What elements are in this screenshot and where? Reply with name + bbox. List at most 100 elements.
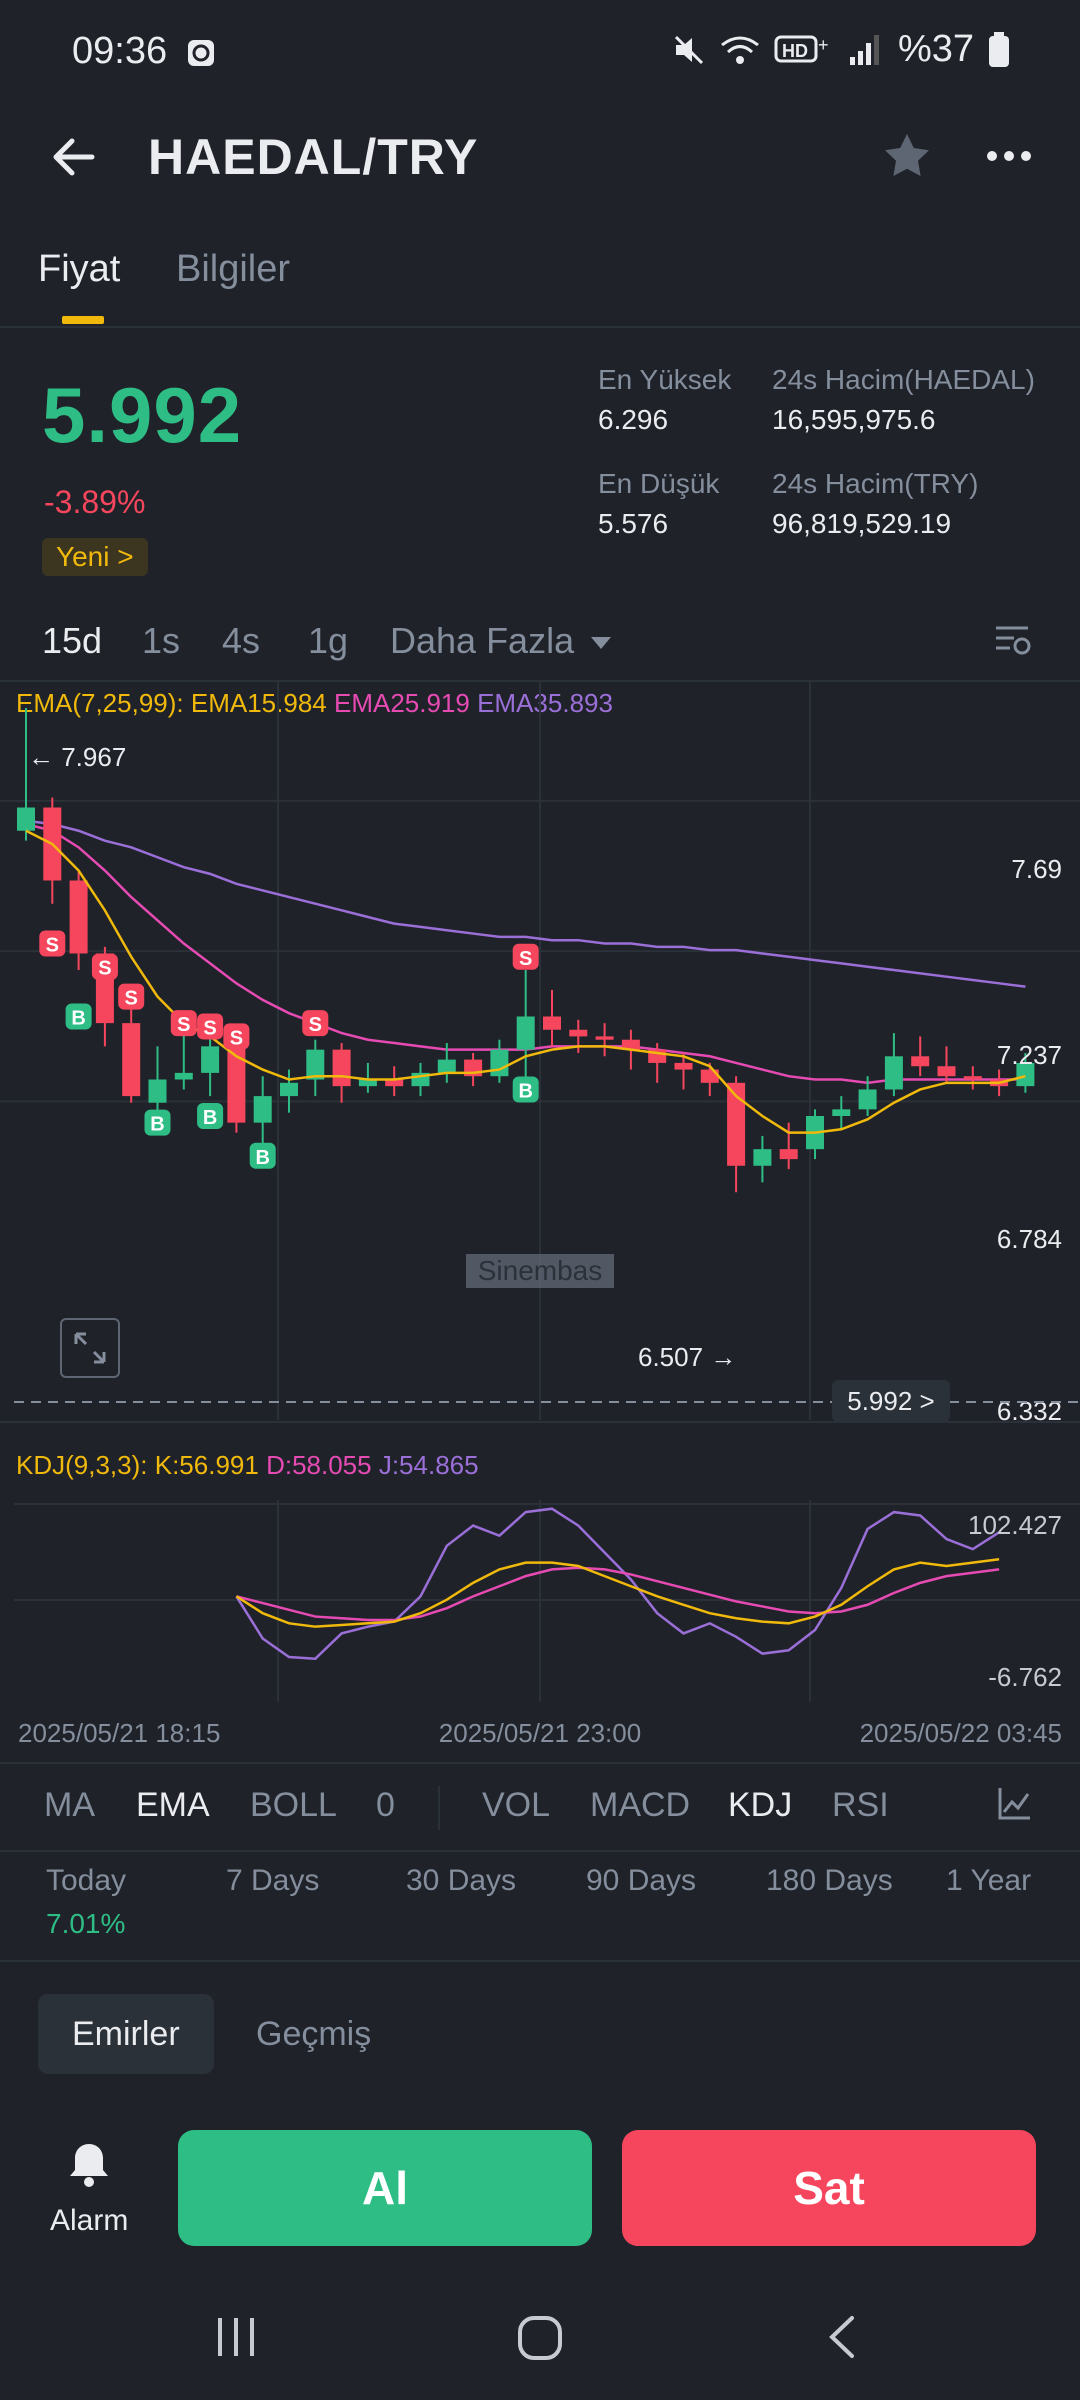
- tab-fiyat[interactable]: Fiyat: [38, 248, 121, 290]
- timeframe-bar: 15d 1s 4s 1g Daha Fazla: [0, 600, 1080, 682]
- watermark-text: Sinembas: [478, 1255, 603, 1286]
- ema7-value: EMA15.984: [190, 688, 327, 718]
- price-chart[interactable]: EMA(7,25,99): EMA15.984 EMA25.919 EMA35.…: [0, 680, 1080, 1760]
- timeframe-1s[interactable]: 1s: [142, 620, 181, 661]
- axis-label: 6.332: [997, 1396, 1062, 1426]
- back-nav-icon[interactable]: [820, 2314, 866, 2360]
- timeframe-1g[interactable]: 1g: [308, 620, 349, 661]
- signal-marker: [144, 1109, 171, 1136]
- candle-body: [937, 1066, 956, 1077]
- star-icon[interactable]: [880, 130, 934, 184]
- chart-settings-icon[interactable]: [992, 620, 1032, 660]
- header: HAEDAL/TRY: [0, 110, 1080, 210]
- candle-body: [516, 1016, 535, 1050]
- candle-body: [779, 1149, 798, 1160]
- indicator-kdj[interactable]: KDJ: [728, 1786, 793, 1824]
- candle-body: [280, 1082, 298, 1097]
- more-options-icon[interactable]: [984, 136, 1034, 176]
- timeframe-15d[interactable]: 15d: [42, 620, 103, 661]
- candle-body: [17, 807, 35, 831]
- axis-label: 7.237: [997, 1040, 1062, 1070]
- signal-label: S: [125, 988, 138, 1010]
- candle-body: [963, 1076, 982, 1080]
- tab-emirler[interactable]: Emirler: [38, 1994, 214, 2074]
- axis-label: 7.69: [1011, 854, 1062, 884]
- candle-body: [753, 1149, 772, 1166]
- expand-chart-button[interactable]: [60, 1318, 120, 1378]
- low-label: En Düşük: [598, 468, 720, 499]
- signal-label: B: [255, 1147, 269, 1169]
- perf-30days[interactable]: 30 Days: [406, 1864, 517, 1897]
- alarm-label[interactable]: Alarm: [50, 2204, 129, 2237]
- ema-legend: EMA(7,25,99): EMA15.984 EMA25.919 EMA35.…: [16, 688, 613, 719]
- candle-body: [332, 1049, 351, 1087]
- time-label: 2025/05/22 03:45: [860, 1718, 1062, 1748]
- candle-body: [858, 1089, 877, 1110]
- indicator-settings-icon[interactable]: [996, 1786, 1032, 1822]
- indicator-vol[interactable]: VOL: [482, 1786, 551, 1824]
- kdj-j-line: [235, 1507, 1000, 1660]
- indicator-rsi[interactable]: RSI: [832, 1786, 889, 1824]
- ema99-line-group: [25, 819, 1026, 988]
- system-nav-bar: [0, 2270, 1080, 2400]
- svg-text:+: +: [818, 35, 829, 55]
- perf-7days[interactable]: 7 Days: [226, 1864, 320, 1897]
- indicator-macd[interactable]: MACD: [590, 1786, 691, 1824]
- timeframe-more[interactable]: Daha Fazla: [390, 620, 612, 662]
- perf-90days[interactable]: 90 Days: [586, 1864, 697, 1897]
- indicator-boll[interactable]: BOLL: [250, 1786, 337, 1824]
- indicator-divider: [438, 1786, 440, 1830]
- perf-180days[interactable]: 180 Days: [766, 1864, 893, 1897]
- signal-marker: [118, 983, 145, 1010]
- ema99-line: [25, 819, 1026, 988]
- candle-body: [122, 1023, 141, 1097]
- signal-label: B: [518, 1080, 532, 1102]
- perf-1year[interactable]: 1 Year: [946, 1864, 1032, 1897]
- kdj-j-value: J:54.865: [378, 1450, 479, 1480]
- signal-marker: [512, 1076, 539, 1103]
- signal-label: S: [98, 958, 111, 980]
- sell-button[interactable]: Sat: [622, 2130, 1036, 2246]
- tab-bilgiler[interactable]: Bilgiler: [176, 248, 291, 290]
- status-icons: HD + %37: [672, 28, 1010, 71]
- candle-body: [569, 1029, 588, 1037]
- back-arrow-icon[interactable]: [48, 132, 98, 182]
- indicator-bar: MA EMA BOLL 0 VOL MACD KDJ RSI: [0, 1762, 1080, 1852]
- bell-icon[interactable]: [64, 2140, 114, 2190]
- volume-base-label: 24s Hacim(HAEDAL): [772, 364, 1035, 395]
- recent-apps-icon[interactable]: [214, 2314, 260, 2360]
- signal-label: S: [230, 1027, 243, 1049]
- ema-legend-label: EMA(7,25,99):: [16, 688, 184, 718]
- new-badge[interactable]: Yeni >: [42, 538, 148, 576]
- candle-body: [358, 1079, 377, 1087]
- volume-quote-label: 24s Hacim(TRY): [772, 468, 979, 499]
- signal-marker: [249, 1142, 276, 1169]
- signal-label: S: [177, 1014, 190, 1036]
- perf-today[interactable]: Today: [46, 1864, 127, 1897]
- indicator-zero[interactable]: 0: [376, 1786, 395, 1824]
- signal-label: S: [46, 935, 59, 957]
- candle-body: [174, 1072, 193, 1080]
- period-performance: Today 7 Days 30 Days 90 Days 180 Days 1 …: [0, 1850, 1080, 1962]
- kdj-axis-label: 102.427: [968, 1510, 1062, 1540]
- candle-body: [832, 1109, 851, 1116]
- watermark: Sinembas: [466, 1254, 614, 1288]
- timeframe-4s[interactable]: 4s: [222, 620, 261, 661]
- buy-button[interactable]: Al: [178, 2130, 592, 2246]
- mute-icon: [674, 35, 703, 64]
- kdj-k-line: [235, 1558, 1000, 1628]
- last-price-tag: 5.992 >: [847, 1386, 934, 1416]
- last-price: 5.992: [42, 371, 243, 459]
- timeframe-more-label: Daha Fazla: [390, 620, 575, 661]
- caret-down-icon: [591, 637, 612, 650]
- indicator-ema[interactable]: EMA: [136, 1786, 210, 1824]
- indicator-ma[interactable]: MA: [44, 1786, 95, 1824]
- home-icon[interactable]: [516, 2314, 564, 2362]
- ema99-value: EMA35.893: [477, 688, 613, 718]
- price-summary: 5.992 -3.89% Yeni > En Yüksek 6.296 En D…: [0, 330, 1080, 580]
- watermark-badge: [466, 1254, 614, 1288]
- active-tab-indicator: [62, 316, 104, 324]
- tab-gecmis[interactable]: Geçmiş: [256, 2015, 372, 2053]
